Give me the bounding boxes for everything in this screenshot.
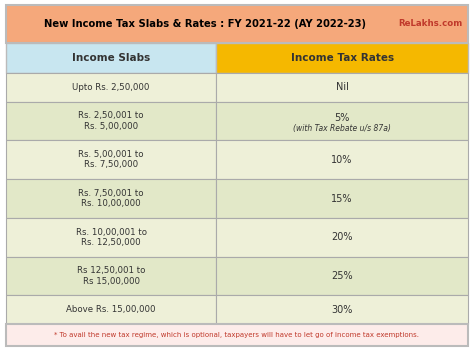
Bar xyxy=(6,257,216,295)
Bar xyxy=(6,179,216,218)
Text: 5%: 5% xyxy=(335,113,350,123)
Text: 15%: 15% xyxy=(331,193,353,204)
Text: Rs. 2,50,001 to
Rs. 5,00,000: Rs. 2,50,001 to Rs. 5,00,000 xyxy=(78,111,144,131)
Bar xyxy=(216,257,468,295)
Bar xyxy=(6,218,216,257)
Text: Above Rs. 15,00,000: Above Rs. 15,00,000 xyxy=(66,305,156,314)
Bar xyxy=(216,43,468,73)
Text: Rs. 5,00,001 to
Rs. 7,50,000: Rs. 5,00,001 to Rs. 7,50,000 xyxy=(78,150,144,170)
Bar xyxy=(216,295,468,324)
Text: * To avail the new tax regime, which is optional, taxpayers will have to let go : * To avail the new tax regime, which is … xyxy=(55,332,419,338)
Bar xyxy=(6,324,468,346)
Bar xyxy=(216,179,468,218)
Bar xyxy=(6,140,216,179)
Text: 30%: 30% xyxy=(331,305,353,314)
Bar xyxy=(216,73,468,102)
Bar xyxy=(6,73,216,102)
Text: Rs. 10,00,001 to
Rs. 12,50,000: Rs. 10,00,001 to Rs. 12,50,000 xyxy=(76,227,146,247)
Text: Income Tax Rates: Income Tax Rates xyxy=(291,53,394,63)
Text: 25%: 25% xyxy=(331,271,353,281)
Text: Nil: Nil xyxy=(336,82,348,92)
Bar xyxy=(6,295,216,324)
Text: Rs 12,50,001 to
Rs 15,00,000: Rs 12,50,001 to Rs 15,00,000 xyxy=(77,266,146,286)
Text: ReLakhs.com: ReLakhs.com xyxy=(399,20,463,28)
Bar xyxy=(6,5,468,43)
Text: Income Slabs: Income Slabs xyxy=(72,53,150,63)
Bar xyxy=(6,102,216,140)
Text: Upto Rs. 2,50,000: Upto Rs. 2,50,000 xyxy=(73,83,150,92)
Bar xyxy=(6,43,216,73)
Text: New Income Tax Slabs & Rates : FY 2021-22 (AY 2022-23): New Income Tax Slabs & Rates : FY 2021-2… xyxy=(44,19,365,29)
Bar xyxy=(216,102,468,140)
Text: 10%: 10% xyxy=(331,155,353,165)
Bar xyxy=(216,140,468,179)
Text: Rs. 7,50,001 to
Rs. 10,00,000: Rs. 7,50,001 to Rs. 10,00,000 xyxy=(78,189,144,208)
Bar xyxy=(216,218,468,257)
Text: 20%: 20% xyxy=(331,232,353,242)
Text: (with Tax Rebate u/s 87a): (with Tax Rebate u/s 87a) xyxy=(293,124,391,133)
